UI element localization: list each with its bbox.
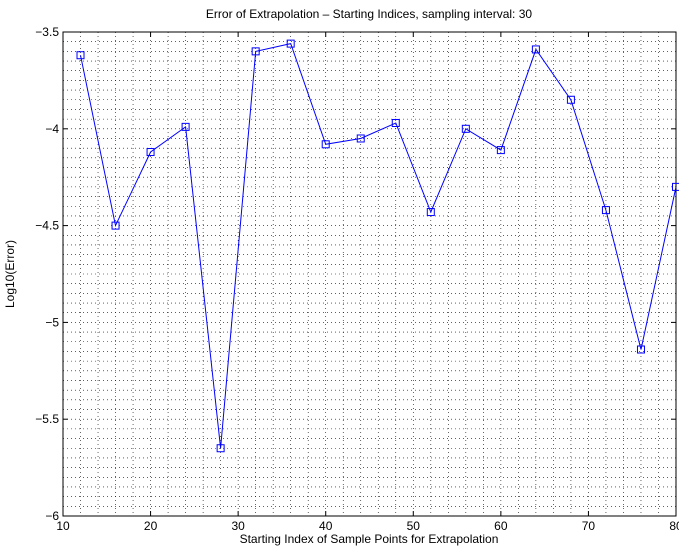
y-tick-label: −4.5 [35,219,59,233]
data-point-marker [356,134,365,143]
grid [63,32,676,516]
data-point-marker [566,95,575,104]
data-point-marker [181,122,190,131]
data-point-marker [531,45,540,54]
x-tick-label: 30 [231,519,245,533]
series [76,39,679,453]
x-tick-label: 10 [56,519,70,533]
data-point-marker [496,146,505,155]
chart-title: Error of Extrapolation – Starting Indice… [206,7,532,21]
ticks: 10 20 30 40 50 60 70 80 −6 −5.5 −5 −4.5 −4 −3.5 [35,25,679,533]
x-tick-label: 50 [407,519,421,533]
y-axis-label: Log10(Error) [3,240,17,308]
y-tick-label: −5.5 [35,412,59,426]
series-line [80,43,677,449]
data-point-marker [111,221,120,230]
data-point-marker [601,206,610,215]
x-axis-label: Starting Index of Sample Points for Extr… [240,532,499,546]
x-tick-label: 70 [582,519,596,533]
data-point-marker [76,51,85,60]
data-point-marker [672,182,679,191]
data-point-marker [461,124,470,133]
data-point-marker [426,208,435,217]
data-point-marker [216,444,225,453]
x-tick-label: 20 [144,519,158,533]
x-tick-label: 60 [494,519,508,533]
data-point-marker [286,39,295,48]
data-point-marker [321,140,330,149]
y-tick-label: −4 [45,122,59,136]
y-tick-label: −5 [45,315,59,329]
x-tick-label: 80 [669,519,679,533]
plot-area-frame [62,31,677,517]
x-tick-label: 40 [319,519,333,533]
data-point-marker [146,148,155,157]
y-tick-label: −6 [45,509,59,523]
y-tick-label: −3.5 [35,25,59,39]
data-point-marker [636,345,645,354]
data-point-marker [391,118,400,127]
data-point-marker [251,47,260,56]
